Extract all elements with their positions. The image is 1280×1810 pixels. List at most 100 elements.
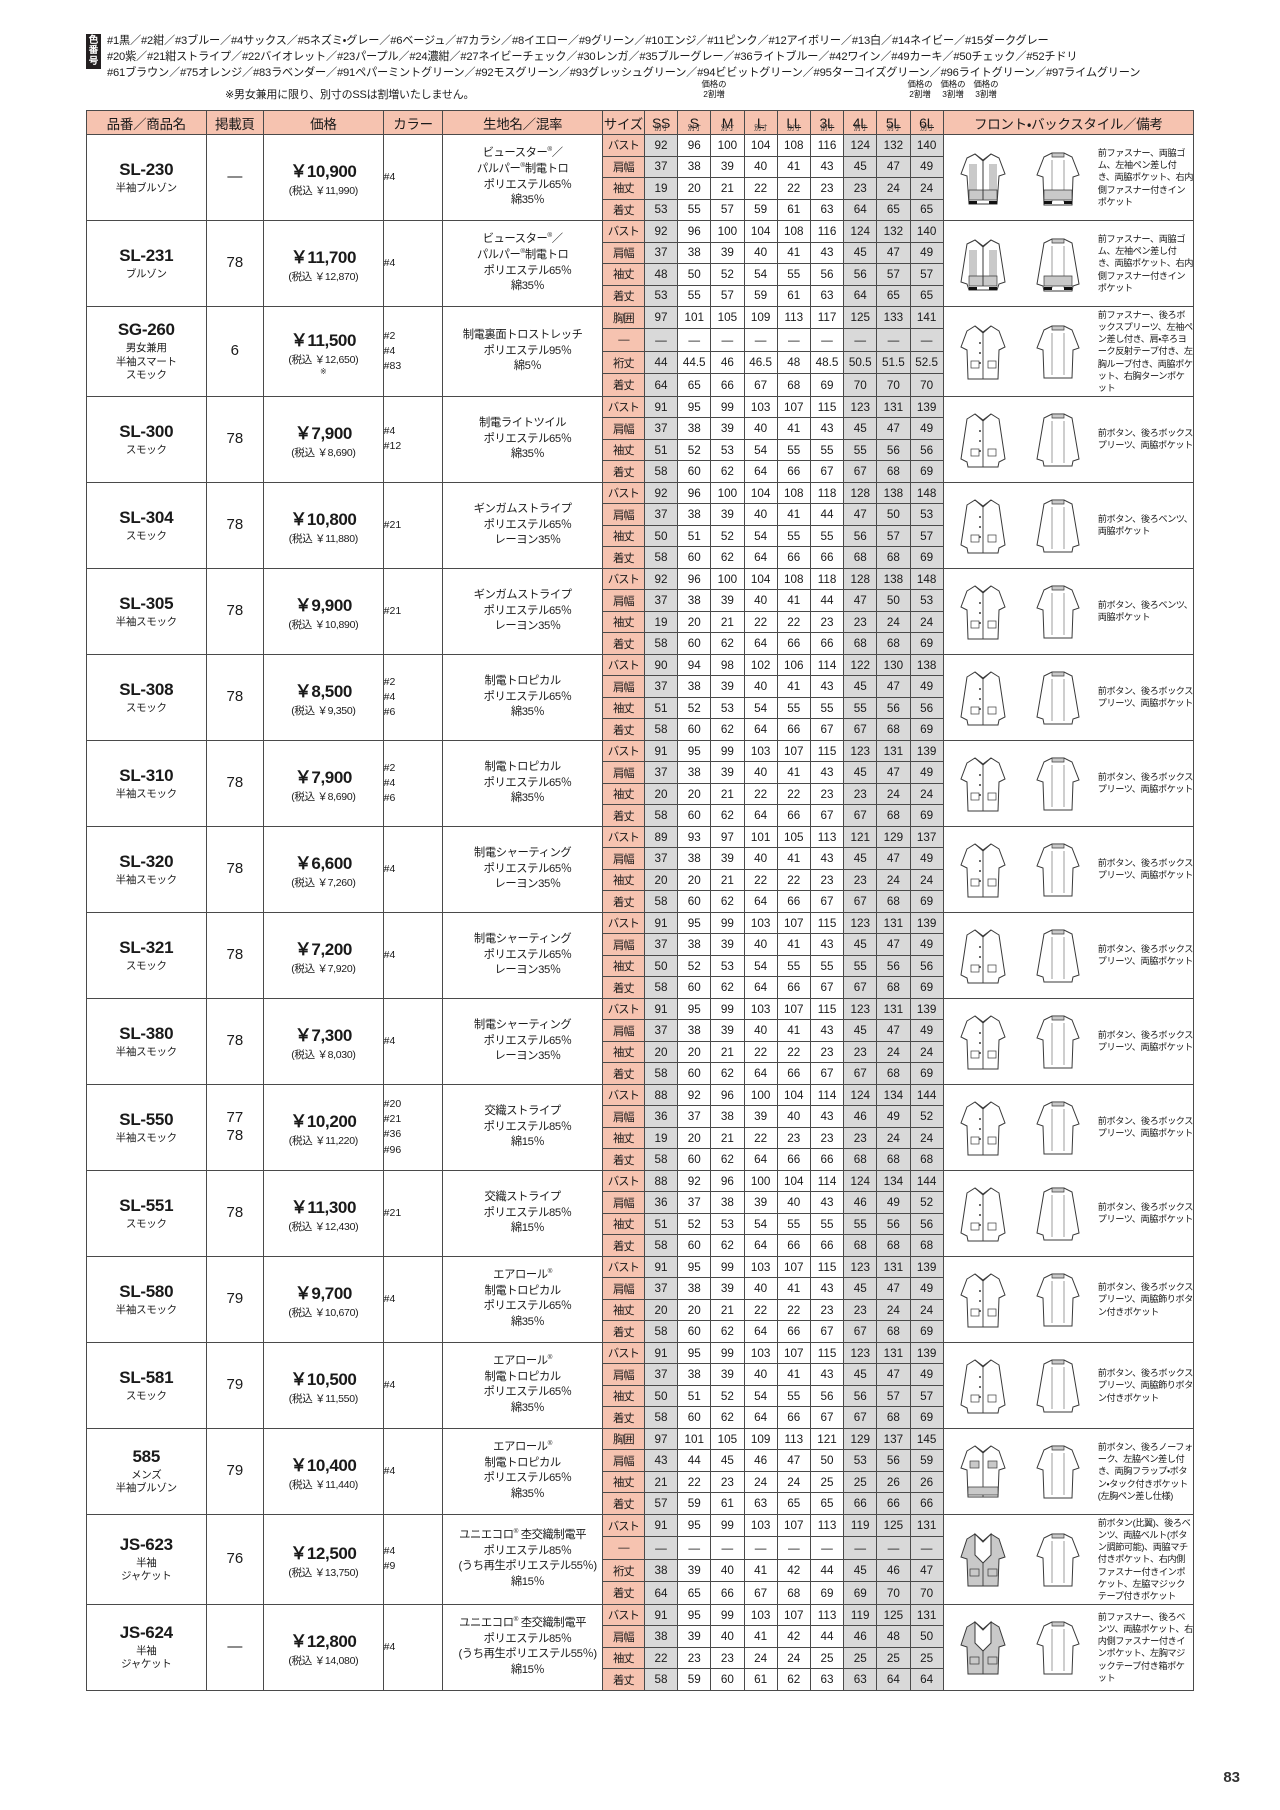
product-code-cell[interactable]: SL-300 スモック: [86, 395, 207, 483]
measure-value: 55: [843, 954, 878, 978]
measure-value: 56: [876, 438, 911, 462]
measure-value: 41: [776, 589, 811, 612]
fabric-line: ポリエステル65％: [483, 948, 572, 961]
header-size-m: M 別寸: [710, 110, 745, 135]
table-row: 袖丈 19 20 21 22 23 23 23 24 24: [87, 1126, 1194, 1150]
measure-value: 55: [776, 438, 811, 462]
product-name: スモック: [125, 1389, 167, 1402]
measure-value: 91: [643, 1603, 679, 1627]
measure-value: 123: [843, 1255, 878, 1279]
product-code-cell[interactable]: SG-260 男女兼用 半袖スマート スモック: [86, 306, 207, 397]
product-code-cell[interactable]: SL-321 スモック: [86, 911, 207, 999]
measure-value: 24: [876, 177, 911, 200]
price-excl-tax: ￥10,500: [290, 1369, 357, 1389]
measure-value: 43: [809, 675, 845, 698]
measure-value: 67: [809, 1320, 845, 1343]
measure-label: バスト: [601, 395, 645, 419]
fabric-cell: 制電ライトツイル ポリエステル65％ 綿35％: [442, 395, 603, 483]
measure-value: 69: [909, 546, 944, 569]
measure-value: 103: [743, 739, 778, 763]
measure-value: 44: [809, 1558, 845, 1583]
color-codes-cell: #2 #4 #83: [382, 306, 444, 397]
product-code-cell[interactable]: JS-623 半袖 ジャケット: [86, 1513, 207, 1605]
product-name: 半袖スモック: [115, 787, 178, 800]
remark-text: 前ボタン、後ろボックスプリーツ、両脇ポケット: [1097, 858, 1194, 881]
fabric-line: ユニエコロ® 杢交織制電平: [459, 1616, 587, 1630]
measure-value: 91: [643, 1513, 679, 1538]
garment-figures: [947, 1179, 1094, 1247]
measure-value: 39: [743, 1191, 778, 1214]
header-size-4l: 4L 別寸: [843, 110, 878, 135]
product-code-cell[interactable]: SL-308 スモック: [86, 653, 207, 741]
product-code-cell[interactable]: SL-580 半袖スモック: [86, 1255, 207, 1343]
product-code-cell[interactable]: SL-305 半袖スモック: [86, 567, 207, 655]
product-code-cell[interactable]: SL-551 スモック: [86, 1169, 207, 1257]
measure-value: 41: [776, 761, 811, 784]
measure-value: 44: [643, 350, 679, 375]
ss-surcharge-note: ※男女兼用に限り、別寸のSSは割増いたしません。: [225, 89, 475, 101]
product-code-cell[interactable]: SL-320 半袖スモック: [86, 825, 207, 913]
measure-label: 袖丈: [601, 177, 645, 200]
style-remarks-cell: 前ファスナー、両脇ゴム、左袖ペン差し付き、両脇ポケット、右内側ファスナー付きイン…: [942, 134, 1195, 221]
measure-value: 104: [743, 134, 778, 157]
garment-figures: [947, 230, 1094, 298]
measure-value: ―: [909, 1536, 944, 1560]
measure-value: 61: [776, 198, 811, 221]
measure-value: 60: [677, 718, 712, 741]
measure-value: 40: [743, 1363, 778, 1386]
price-incl-tax: (税込 ￥10,670): [288, 1306, 359, 1319]
table-row: SL-230 半袖ブルゾン ― ￥10,900 (税込 ￥11,990) #4 ビュースター…: [86, 134, 1195, 221]
measure-value: 58: [643, 1320, 679, 1343]
measure-value: 41: [776, 1363, 811, 1386]
measure-value: 68: [876, 546, 911, 569]
measure-value: 59: [909, 1449, 944, 1472]
measure-value: 21: [710, 610, 745, 634]
measure-value: 69: [809, 373, 845, 397]
measure-value: 139: [909, 911, 944, 935]
measure-value: ―: [909, 328, 944, 352]
fabric-line: ギンガムストライプ: [473, 589, 572, 602]
measure-value: 66: [843, 1492, 878, 1515]
measure-value: 107: [776, 395, 811, 419]
measure-value: 46: [743, 1449, 778, 1472]
product-code-cell[interactable]: SL-310 半袖スモック: [86, 739, 207, 827]
measure-value: 52: [677, 696, 712, 720]
style-remarks-cell: 前ボタン、後ろベンツ、両脇ポケット: [942, 567, 1195, 655]
measure-value: 46: [843, 1191, 878, 1214]
product-code-cell[interactable]: SL-550 半袖スモック: [86, 1083, 207, 1171]
measure-value: 40: [743, 933, 778, 956]
measure-value: 101: [677, 305, 712, 330]
back-style-icon: [1022, 491, 1094, 559]
product-code-cell[interactable]: SL-581 スモック: [86, 1341, 207, 1429]
product-code-cell[interactable]: SL-231 ブルゾン: [86, 220, 207, 307]
measure-value: 22: [743, 177, 778, 200]
table-row: 着丈 58 60 62 64 66 66 68 68 68: [87, 1148, 1194, 1171]
measure-value: 68: [909, 1234, 944, 1257]
measure-value: 23: [710, 1646, 745, 1670]
measure-value: 45: [843, 1019, 878, 1042]
measure-value: 38: [710, 1191, 745, 1214]
measure-value: 70: [909, 373, 944, 397]
catalog-page-cell: 78: [205, 653, 265, 741]
color-code: #4: [383, 1034, 396, 1047]
table-header: 品番／商品名 掲載頁 価格 カラー 生地名／混率 サイズ SS 別寸 S 別寸 M 別寸 L 別寸 LL 別寸…: [86, 110, 1195, 135]
measure-value: 38: [677, 1277, 712, 1300]
color-code: #4: [383, 1378, 396, 1391]
style-remarks-cell: 前ボタン(比翼)、後ろベンツ、両脇ベルト(ボタン調節可能)、両脇マチ付きポケット…: [942, 1513, 1195, 1605]
measure-value: 97: [710, 825, 745, 849]
measure-value: 40: [710, 1625, 745, 1648]
product-code-cell[interactable]: SL-304 スモック: [86, 481, 207, 569]
measure-value: 62: [710, 1234, 745, 1257]
measure-value: 123: [843, 997, 878, 1021]
table-row: 袖丈 20 20 21 22 22 23 23 24 24: [87, 868, 1194, 892]
fabric-line: 制電シャーティング: [473, 1019, 572, 1032]
product-code-cell[interactable]: SL-230 半袖ブルゾン: [86, 134, 207, 221]
product-code-cell[interactable]: JS-624 半袖 ジャケット: [86, 1603, 207, 1691]
catalog-page: 78: [226, 774, 244, 792]
product-code-cell[interactable]: 585 メンズ 半袖ブルゾン: [86, 1427, 207, 1515]
header-style-remarks: フロント・バックスタイル／備考: [942, 110, 1195, 135]
measure-value: 104: [776, 1083, 811, 1107]
header-size-3l: 3L 別寸: [809, 110, 845, 135]
product-code-cell[interactable]: SL-380 半袖スモック: [86, 997, 207, 1085]
front-style-icon: [947, 1093, 1019, 1161]
